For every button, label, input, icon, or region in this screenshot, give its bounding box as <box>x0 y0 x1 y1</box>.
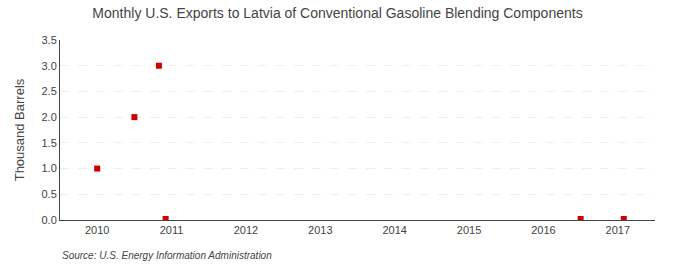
svg-text:2016: 2016 <box>531 224 555 236</box>
svg-text:2015: 2015 <box>457 224 481 236</box>
svg-text:3.5: 3.5 <box>42 34 57 46</box>
svg-text:2010: 2010 <box>85 224 109 236</box>
svg-text:1.5: 1.5 <box>42 137 57 149</box>
svg-text:2013: 2013 <box>308 224 332 236</box>
svg-text:2017: 2017 <box>606 224 630 236</box>
svg-text:2.5: 2.5 <box>42 85 57 97</box>
svg-text:Source: U.S. Energy Informatio: Source: U.S. Energy Information Administ… <box>62 250 272 261</box>
svg-text:Monthly U.S. Exports to Latvia: Monthly U.S. Exports to Latvia of Conven… <box>92 5 582 21</box>
svg-text:1.0: 1.0 <box>42 162 57 174</box>
svg-text:2.0: 2.0 <box>42 111 57 123</box>
svg-text:3.0: 3.0 <box>42 60 57 72</box>
svg-text:2014: 2014 <box>382 224 406 236</box>
svg-text:0.5: 0.5 <box>42 188 57 200</box>
svg-text:Thousand Barrels: Thousand Barrels <box>12 78 27 181</box>
svg-text:2011: 2011 <box>160 224 184 236</box>
svg-text:0.0: 0.0 <box>42 214 57 226</box>
svg-text:2012: 2012 <box>234 224 258 236</box>
